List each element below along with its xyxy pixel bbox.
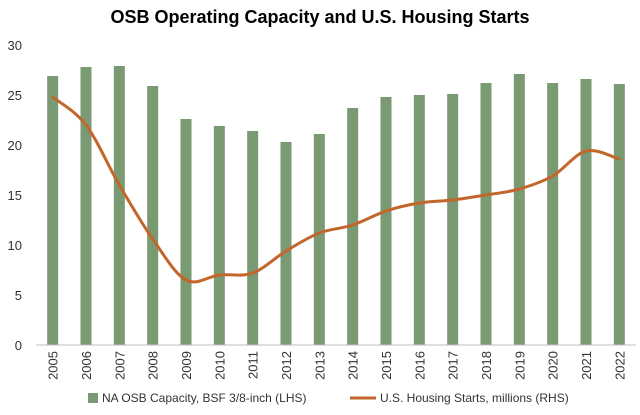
x-tick-label-2013: 2013	[312, 351, 327, 380]
x-tick-label-2005: 2005	[46, 351, 61, 380]
x-tick-label-2016: 2016	[412, 351, 427, 380]
bar-2011	[247, 131, 259, 345]
x-tick-label-2010: 2010	[212, 351, 227, 380]
legend: NA OSB Capacity, BSF 3/8-inch (LHS) U.S.…	[88, 391, 569, 405]
bar-2019	[513, 74, 525, 345]
bar-2006	[80, 67, 92, 345]
bar-2018	[480, 83, 492, 345]
bar-2009	[180, 119, 192, 345]
legend-bar-label: NA OSB Capacity, BSF 3/8-inch (LHS)	[102, 391, 307, 405]
bar-2017	[447, 94, 459, 345]
y-tick-label: 25	[8, 88, 22, 103]
x-tick-label-2022: 2022	[612, 351, 627, 380]
bar-2022	[613, 84, 625, 345]
y-tick-label: 30	[8, 38, 22, 53]
y-tick-label: 20	[8, 138, 22, 153]
x-tick-label-2019: 2019	[512, 351, 527, 380]
y-axis-labels: 0 5 10 15 20 25 30	[8, 38, 22, 353]
bar-2013	[313, 134, 325, 345]
bar-2010	[213, 126, 225, 345]
bar-2021	[580, 79, 592, 345]
x-tick-label-2008: 2008	[146, 351, 161, 380]
bar-series	[47, 66, 625, 345]
bar-2020	[547, 83, 559, 345]
x-tick-label-2006: 2006	[79, 351, 94, 380]
x-tick-label-2017: 2017	[446, 351, 461, 380]
x-tick-label-2020: 2020	[546, 351, 561, 380]
housing-starts-line	[51, 95, 621, 284]
y-tick-label: 0	[15, 338, 22, 353]
x-tick-label-2021: 2021	[579, 351, 594, 380]
chart-title: OSB Operating Capacity and U.S. Housing …	[110, 7, 529, 27]
y-tick-label: 10	[8, 238, 22, 253]
x-tick-label-2009: 2009	[179, 351, 194, 380]
x-tick-label-2012: 2012	[279, 351, 294, 380]
y-tick-label: 15	[8, 188, 22, 203]
bar-2015	[380, 97, 392, 345]
bar-2016	[413, 95, 425, 345]
bar-2012	[280, 142, 292, 345]
x-tick-label-2011: 2011	[246, 351, 261, 379]
y-tick-label: 5	[15, 288, 22, 303]
bar-2007	[113, 66, 125, 345]
legend-line-label: U.S. Housing Starts, millions (RHS)	[380, 391, 569, 405]
x-tick-label-2015: 2015	[379, 351, 394, 380]
legend-bar-swatch	[88, 393, 98, 403]
x-tick-label-2014: 2014	[346, 351, 361, 380]
x-axis-labels: 2005 2006 2007 2008 2009 2010 2011 2012 2013 2014…	[46, 351, 628, 380]
x-tick-label-2018: 2018	[479, 351, 494, 380]
bar-2005	[47, 76, 59, 345]
bar-2008	[147, 86, 159, 345]
x-tick-label-2007: 2007	[112, 351, 127, 380]
